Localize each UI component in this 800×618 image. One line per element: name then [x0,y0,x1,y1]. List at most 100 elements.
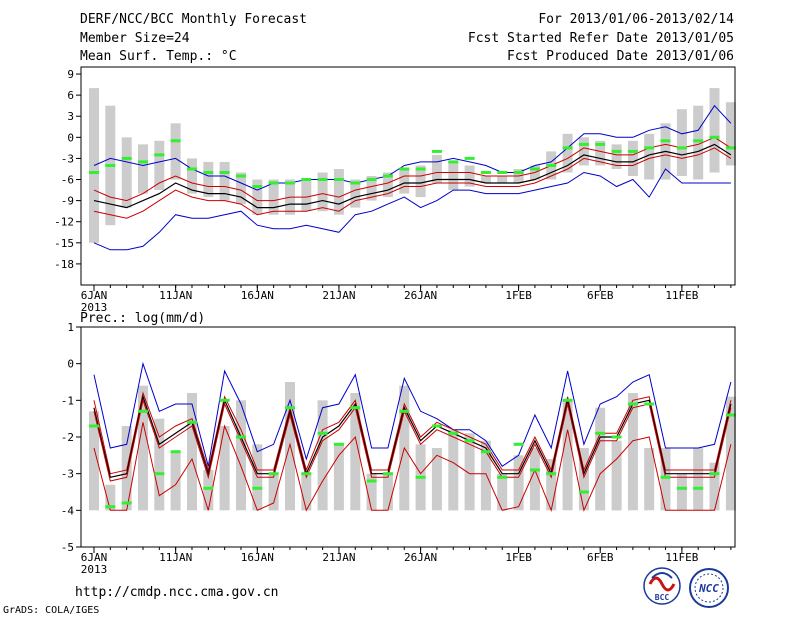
precip-spread-bar [497,473,508,511]
temp-ytick-label: -12 [54,216,74,229]
precip-spread-bar [105,484,116,511]
precip-spread-bar [562,400,573,511]
temp-xtick-year: 2013 [81,301,108,314]
precip-xtick-label: 16JAN [241,551,274,564]
precip-obs-mark [170,450,181,454]
temp-obs-mark [301,178,312,181]
temperature-series-lines [93,104,732,251]
precip-spread-bar [203,470,214,511]
precip-xtick-label: 6JAN [81,551,108,564]
temp-xtick-label: 11JAN [159,289,192,302]
temp-spread-bar [301,179,312,212]
header-started-date: Fcst Started Refer Date 2013/01/05 [468,31,734,46]
temp-spread-bar [154,140,165,190]
footer-url[interactable]: http://cmdp.ncc.cma.gov.cn [75,585,279,600]
precip-ytick-label: -1 [61,394,74,407]
precip-spread-bar [154,418,165,511]
temp-obs-mark [219,171,230,174]
precip-obs-mark [317,431,328,435]
precip-obs-mark [415,475,426,479]
temp-obs-mark [480,171,491,174]
header-variable: Mean Surf. Temp.: °C [80,49,237,64]
temp-obs-mark [350,181,361,185]
precip-spread-bar [464,433,475,511]
temp-obs-mark [333,178,344,181]
temp-spread-bar [138,144,148,194]
precip-obs-mark [513,442,524,446]
precip-variable-label: Prec.: log(mm/d) [80,311,205,326]
temp-obs-mark [644,146,655,150]
temp-obs-mark [431,149,442,153]
temp-obs-mark [89,171,99,174]
temp-spread-bar [121,137,132,208]
precip-spread-bar [546,459,557,511]
precip-obs-mark [644,402,655,406]
temp-obs-mark [693,139,704,143]
precip-obs-mark [529,468,540,472]
precip-obs-mark [138,409,148,413]
precip-spread-bar [644,448,655,511]
temp-spread-bar [236,172,246,205]
precip-obs-mark [676,486,687,490]
precip-obs-mark [219,398,230,402]
ncc-logo-ring [689,568,729,608]
precip-xtick-label: 26JAN [404,551,437,564]
precip-obs-mark [252,486,263,490]
precip-spread-bar [366,473,377,511]
temp-xtick-label: 16JAN [241,289,274,302]
temp-obs-mark [627,149,638,153]
bcc-logo-text: BCC [655,593,670,602]
precip-spread-bar [350,393,361,511]
temp-spread-bar [350,179,361,208]
temp-spread-bar [431,154,442,183]
precip-obs-mark [382,472,393,476]
precip-obs-mark [627,402,638,406]
ncc-logo: NCC [689,568,729,608]
temp-obs-mark [105,164,116,167]
precip-obs-mark [448,431,459,435]
temp-spread-bar [709,88,720,173]
precip-series-lower [93,398,732,482]
precip-ytick-label: -3 [61,468,74,481]
precip-spread-bar [529,448,540,511]
precip-obs-mark [709,472,720,476]
temp-obs-mark [268,181,279,185]
precip-series-mean [93,394,732,479]
precip-spread-bar [448,429,459,511]
precip-spread-bar [480,440,491,511]
temp-series-mean [93,143,732,209]
precip-obs-mark [366,479,377,483]
temp-xtick-label: 1FEB [505,289,532,302]
temp-spread-bar [595,140,606,166]
header-title: DERF/NCC/BCC Monthly Forecast [80,12,307,27]
temp-obs-mark [366,178,377,181]
precip-spread-bar [431,448,442,511]
precip-obs-marks [89,398,736,509]
temp-ytick-label: 0 [67,131,74,144]
temp-spread-bar [693,105,704,180]
temp-obs-mark [285,181,295,185]
temp-obs-mark [497,171,508,174]
temp-obs-mark [725,146,736,150]
precip-series-lines [93,361,732,513]
precip-spread-bar [693,448,704,511]
precip-spread-bar [317,400,328,511]
temp-xtick-label: 6FEB [587,289,614,302]
precip-series-min [93,422,732,513]
temperature-obs-marks [89,135,736,188]
precip-obs-mark [333,442,344,446]
precip-spread-bar [382,473,393,511]
precip-ytick-label: 0 [67,358,74,371]
precip-spread-bar [660,448,671,511]
precip-obs-mark [350,406,361,410]
temp-spread-bar [333,169,344,215]
temp-xtick-label: 6JAN [81,289,108,302]
precip-obs-mark [89,424,99,428]
precip-obs-mark [399,409,410,413]
precip-spread-bar [138,385,148,511]
precip-obs-mark [660,475,671,479]
bcc-logo-arc [651,572,673,579]
precip-spread-bar [236,400,246,511]
precip-obs-mark [578,490,589,494]
